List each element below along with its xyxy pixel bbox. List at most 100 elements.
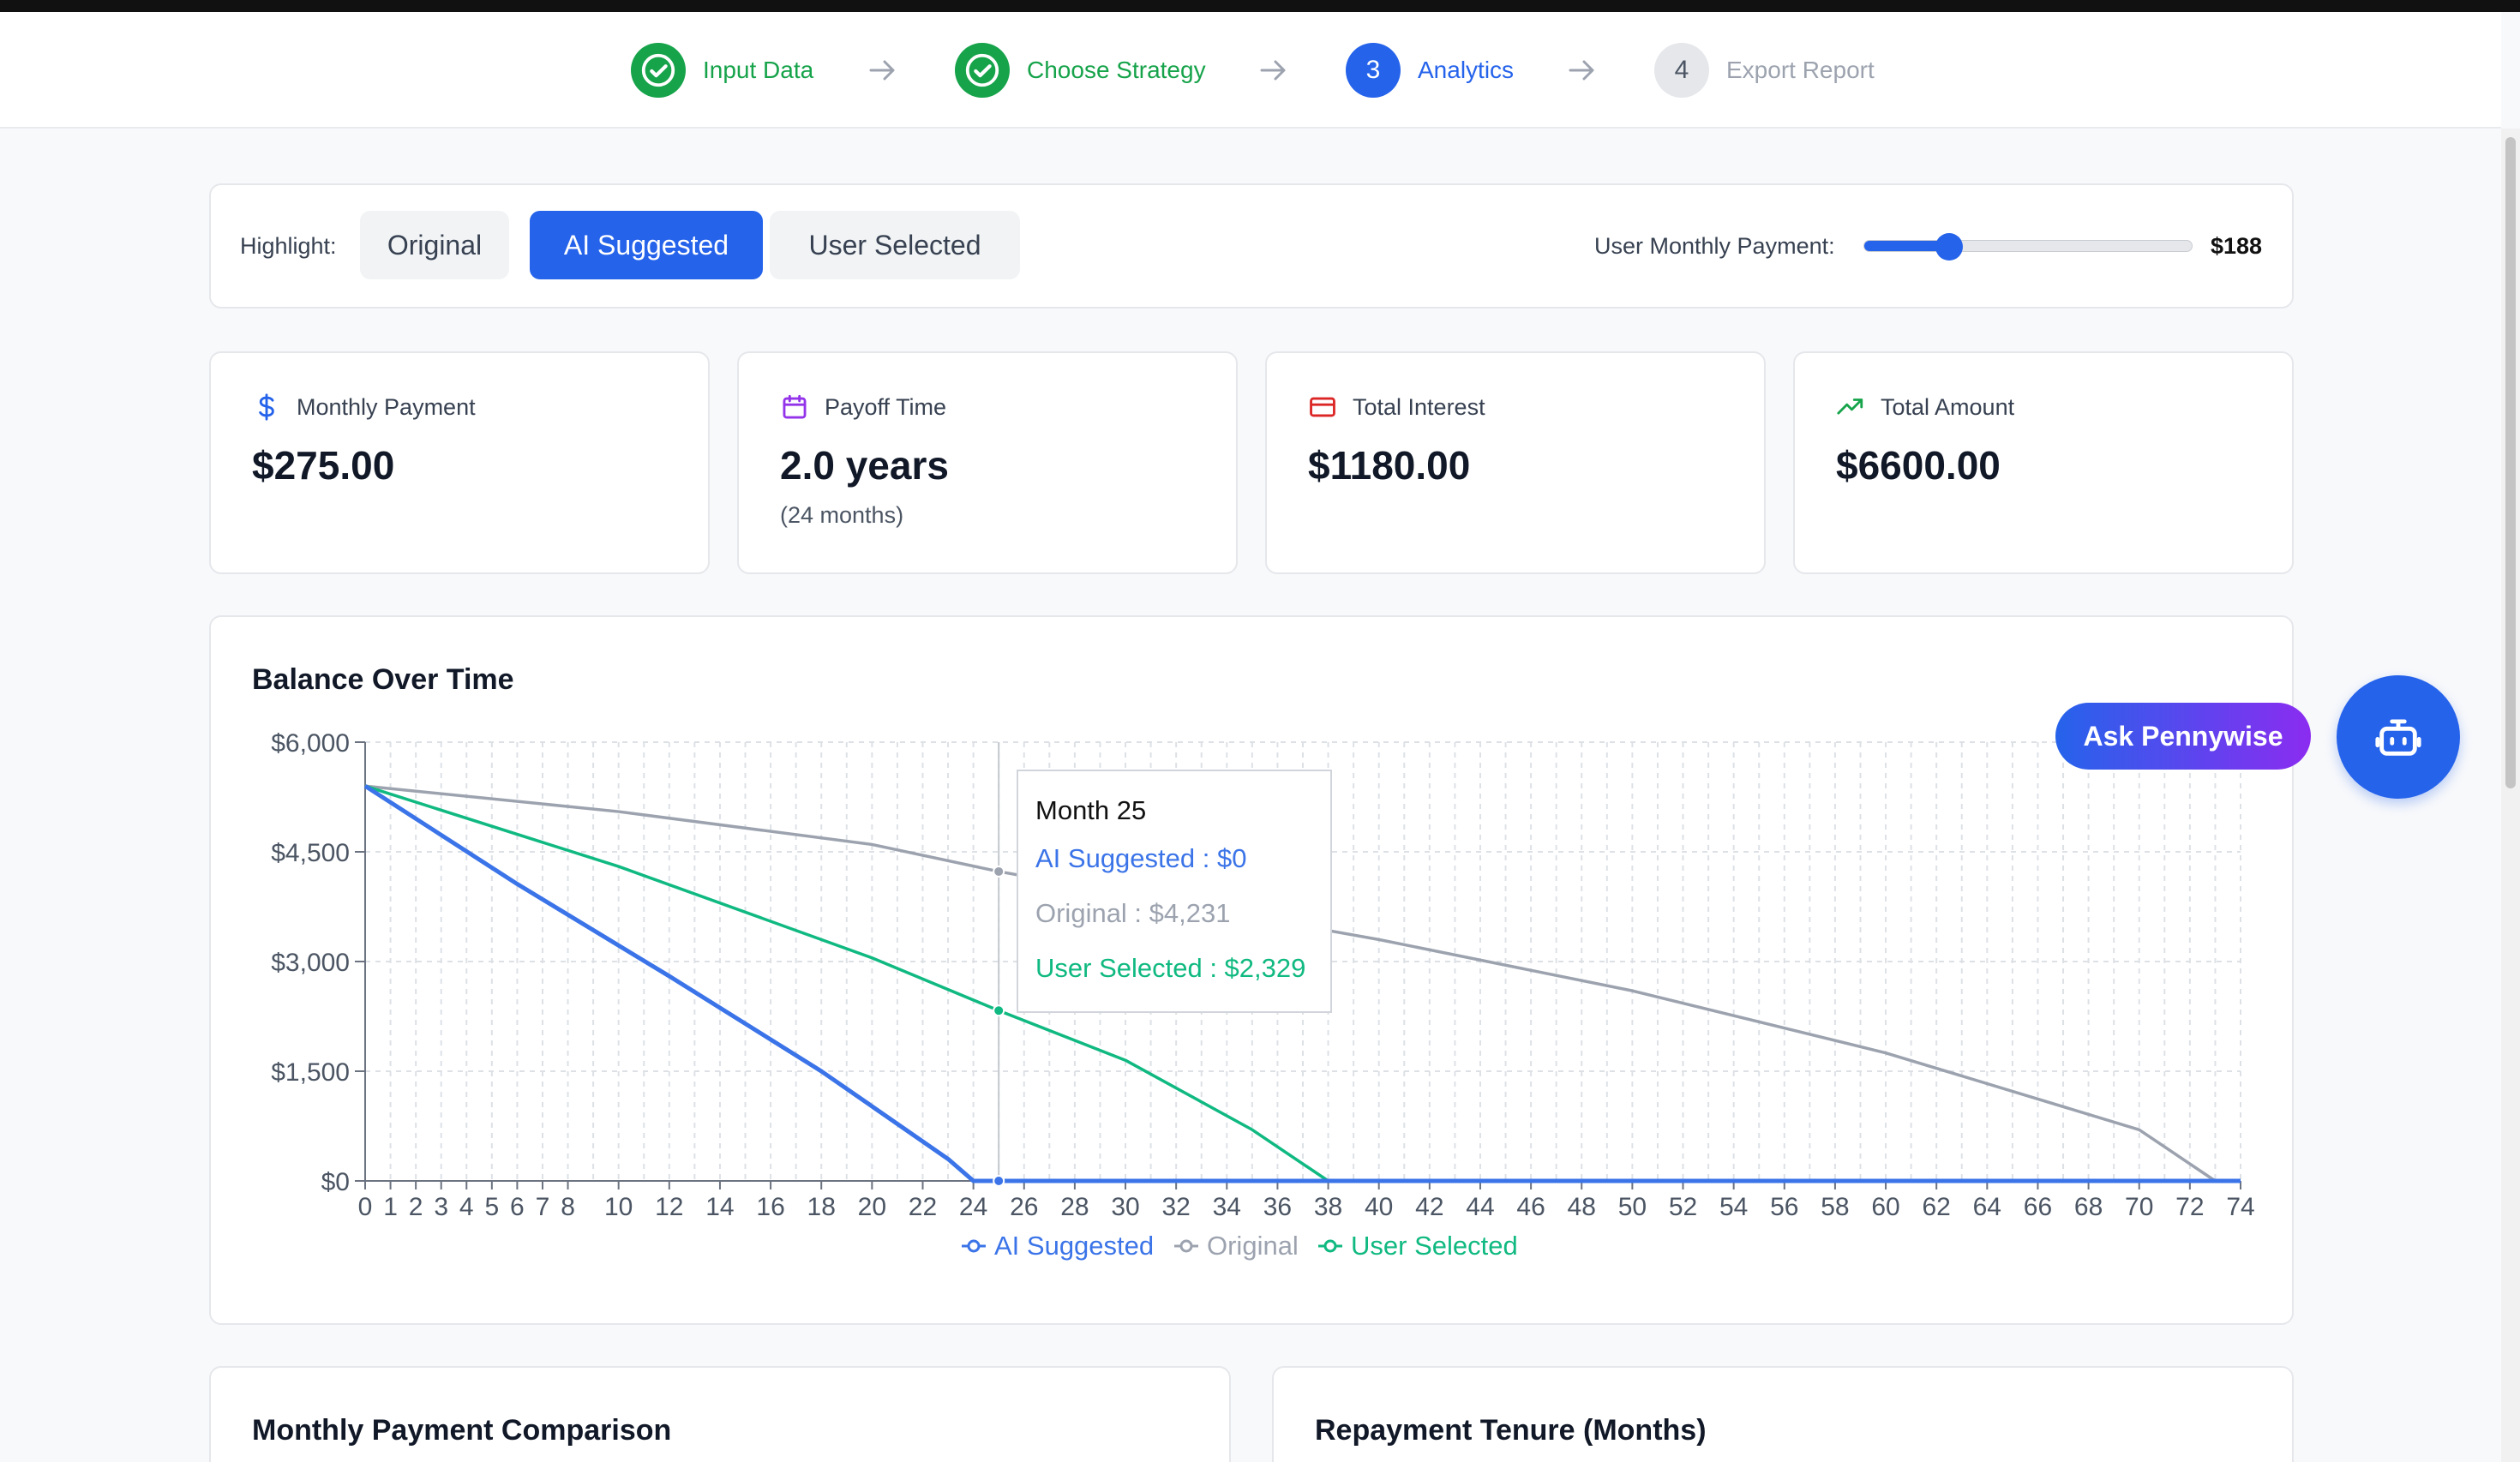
y-tick-label: $3,000 [271,949,350,977]
x-tick-label: 68 [2074,1193,2103,1221]
x-tick-label: 42 [1415,1193,1443,1221]
x-tick-label: 2 [409,1193,423,1221]
x-tick-label: 40 [1365,1193,1393,1221]
x-tick-label: 66 [2024,1193,2052,1221]
page-scrollbar[interactable] [2501,129,2520,1462]
repayment-tenure-card: Repayment Tenure (Months) [1272,1366,2294,1462]
x-tick-label: 4 [459,1193,474,1221]
x-tick-label: 34 [1213,1193,1241,1221]
legend-swatch-dot [1323,1239,1337,1253]
series-line-ai-suggested [363,784,2241,1183]
assistant-bot-button[interactable] [2337,675,2460,799]
x-tick-label: 54 [1719,1193,1748,1221]
y-tick-label: $4,500 [271,839,350,867]
step-label: Analytics [1418,57,1515,83]
x-tick-label: 28 [1060,1193,1089,1221]
x-tick-label: 22 [909,1193,937,1221]
x-tick-label: 58 [1821,1193,1849,1221]
series-line-original [364,784,2241,1183]
x-tick-label: 46 [1516,1193,1545,1221]
ask-pennywise-button[interactable]: Ask Pennywise [2055,703,2311,770]
step-input-data[interactable]: Input Data [631,12,813,129]
stat-card-total-amount: Total Amount $6600.00 [1793,351,2294,574]
user-payment-value: $188 [2211,233,2263,259]
credit-card-icon [1310,397,1335,417]
tooltip-title: Month 25 [1035,795,1147,825]
stat-title: Monthly Payment [297,394,476,420]
step-number: 3 [1346,43,1401,98]
stat-value: $275.00 [252,443,395,488]
y-tick-label: $1,500 [271,1058,350,1087]
dollar-icon [259,393,274,421]
x-tick-label: 30 [1111,1193,1139,1221]
x-tick-label: 64 [1973,1193,2001,1221]
x-tick-label: 1 [383,1193,398,1221]
calendar-icon [783,394,807,419]
highlight-user-selected-button[interactable]: User Selected [770,211,1020,279]
hover-point-original [993,865,1005,878]
x-tick-label: 48 [1568,1193,1596,1221]
arrow-right-icon [1569,60,1594,81]
step-label: Choose Strategy [1027,57,1206,83]
step-analytics[interactable]: 3 Analytics [1346,12,1514,129]
series-line-user-selected [364,784,2241,1183]
chart-tooltip: Month 25 AI Suggested : $0 Original : $4… [1017,770,1332,1013]
card-title: Monthly Payment Comparison [252,1414,672,1447]
step-number: 4 [1654,43,1709,98]
step-choose-strategy[interactable]: Choose Strategy [955,12,1206,129]
x-tick-label: 24 [959,1193,987,1221]
x-tick-label: 0 [358,1193,373,1221]
stat-card-total-interest: Total Interest $1180.00 [1265,351,1766,574]
window-top-bar [0,0,2520,12]
stat-title: Payoff Time [825,394,947,420]
stat-title: Total Amount [1881,394,2015,420]
scrollbar-thumb[interactable] [2505,137,2516,788]
x-tick-label: 70 [2125,1193,2153,1221]
hover-point-user-selected [993,1004,1005,1017]
x-tick-label: 26 [1010,1193,1038,1221]
card-title: Repayment Tenure (Months) [1315,1414,1707,1447]
stat-subtext: (24 months) [780,502,904,528]
step-export-report[interactable]: 4 Export Report [1654,12,1875,129]
x-tick-label: 72 [2175,1193,2204,1221]
x-tick-label: 20 [858,1193,886,1221]
arrow-right-icon [1260,60,1286,81]
x-tick-label: 60 [1871,1193,1899,1221]
monthly-payment-comparison-card: Monthly Payment Comparison [209,1366,1231,1462]
trending-up-icon [1837,398,1863,415]
highlight-label: Highlight: [240,233,337,259]
slider-fill [1864,241,1950,251]
legend-label: AI Suggested [994,1231,1154,1261]
x-tick-label: 38 [1314,1193,1342,1221]
y-tick-label: $0 [321,1168,350,1196]
x-tick-label: 12 [655,1193,683,1221]
x-tick-label: 74 [2226,1193,2254,1221]
stat-title: Total Interest [1353,394,1485,420]
highlight-original-button[interactable]: Original [360,211,509,279]
tooltip-row-ai-suggested: AI Suggested : $0 [1035,843,1247,873]
legend-swatch-dot [1179,1239,1193,1253]
x-tick-label: 44 [1466,1193,1494,1221]
legend-label: Original [1207,1231,1299,1261]
x-tick-label: 52 [1669,1193,1697,1221]
legend-label: User Selected [1351,1231,1518,1261]
check-circle-icon [955,43,1010,98]
stat-value: 2.0 years [780,443,949,488]
check-circle-icon [631,43,686,98]
slider-thumb[interactable] [1935,233,1963,261]
x-tick-label: 7 [536,1193,550,1221]
stat-card-payoff-time: Payoff Time 2.0 years (24 months) [737,351,1238,574]
arrow-right-icon [869,60,895,81]
x-tick-label: 32 [1161,1193,1190,1221]
tooltip-row-user-selected: User Selected : $2,329 [1035,953,1306,983]
y-tick-label: $6,000 [271,729,350,758]
highlight-controls-card: Highlight: Original AI Suggested User Se… [209,183,2294,309]
step-label: Export Report [1726,57,1875,83]
stat-value: $1180.00 [1308,443,1471,488]
x-tick-label: 8 [561,1193,575,1221]
x-tick-label: 3 [434,1193,448,1221]
x-tick-label: 14 [705,1193,734,1221]
highlight-ai-suggested-button[interactable]: AI Suggested [530,211,763,279]
x-tick-label: 6 [510,1193,525,1221]
